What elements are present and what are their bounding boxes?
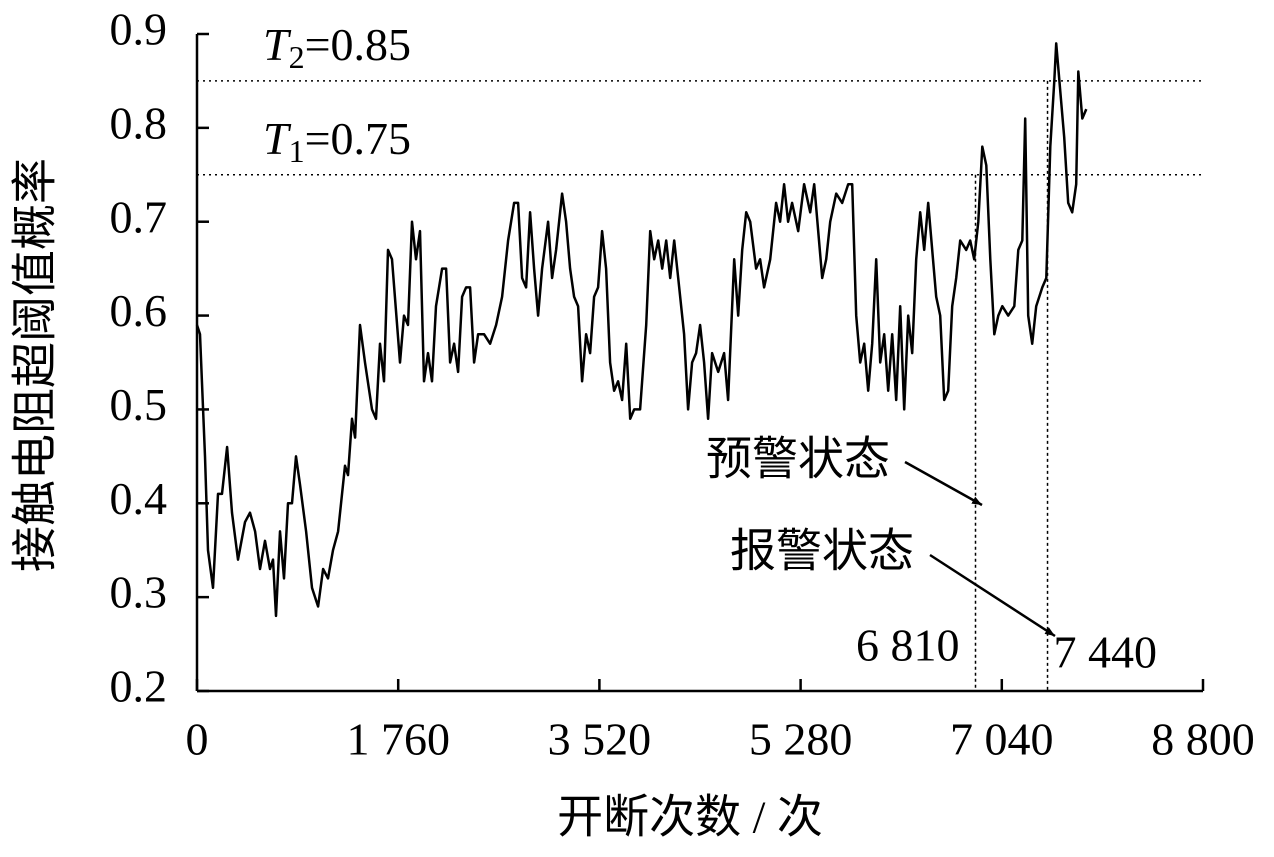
- y-tick-label: 0.8: [110, 97, 168, 148]
- x-tick-label: 7 040: [950, 714, 1054, 765]
- y-tick-label: 0.5: [110, 379, 168, 430]
- event-x-label: 7 440: [1054, 627, 1158, 678]
- arrow: [929, 553, 1056, 638]
- threshold-label: T2=0.85: [263, 18, 411, 75]
- x-tick-label: 1 760: [346, 714, 450, 765]
- y-tick-label: 0.6: [110, 285, 168, 336]
- x-tick-label: 5 280: [749, 714, 853, 765]
- threshold-symbol: T: [263, 18, 292, 69]
- event-label: 报警状态: [730, 526, 914, 577]
- threshold-subscript: 1: [289, 133, 305, 169]
- x-tick-label: 0: [186, 714, 209, 765]
- arrow: [904, 460, 983, 507]
- y-axis-title: 接触电阻超阈值概率: [10, 158, 61, 572]
- threshold-label: T1=0.75: [263, 112, 411, 169]
- threshold-subscript: 2: [289, 39, 305, 75]
- event-x-label: 6 810: [856, 620, 960, 671]
- y-tick-label: 0.3: [110, 567, 168, 618]
- x-tick-label: 3 520: [548, 714, 652, 765]
- x-tick-label: 8 800: [1151, 714, 1255, 765]
- data-line: [195, 42, 1088, 618]
- y-tick-label: 0.4: [110, 473, 168, 524]
- x-axis-title: 开断次数 / 次: [557, 792, 823, 843]
- threshold-value: =0.85: [305, 18, 411, 69]
- y-tick-label: 0.7: [110, 191, 168, 242]
- event-label: 预警状态: [706, 434, 890, 485]
- y-tick-label: 0.2: [110, 661, 168, 712]
- threshold-symbol: T: [263, 112, 292, 163]
- threshold-value: =0.75: [305, 112, 411, 163]
- y-tick-label: 0.9: [110, 4, 168, 55]
